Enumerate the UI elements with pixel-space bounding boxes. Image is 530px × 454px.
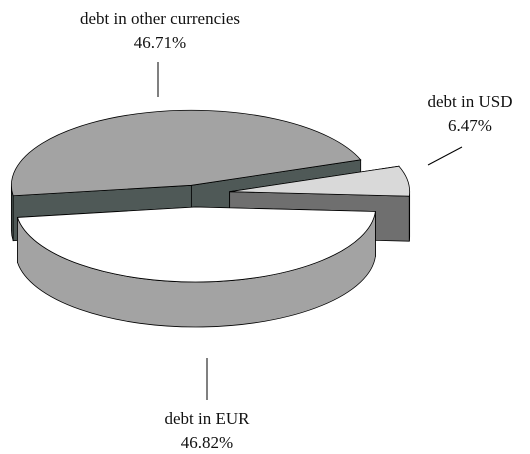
slice-label: debt in other currencies (80, 9, 240, 28)
slice-label: debt in EUR (165, 409, 251, 428)
slice-value-label: 46.71% (134, 33, 186, 52)
pie-slice (16, 206, 376, 328)
slice-label: debt in USD (428, 92, 513, 111)
slice-value-label: 6.47% (448, 116, 492, 135)
slice-top (16, 206, 376, 283)
slice-top (11, 109, 362, 197)
slice-top (229, 165, 411, 197)
leader-line (427, 146, 463, 166)
slice-value-label: 46.82% (181, 433, 233, 452)
